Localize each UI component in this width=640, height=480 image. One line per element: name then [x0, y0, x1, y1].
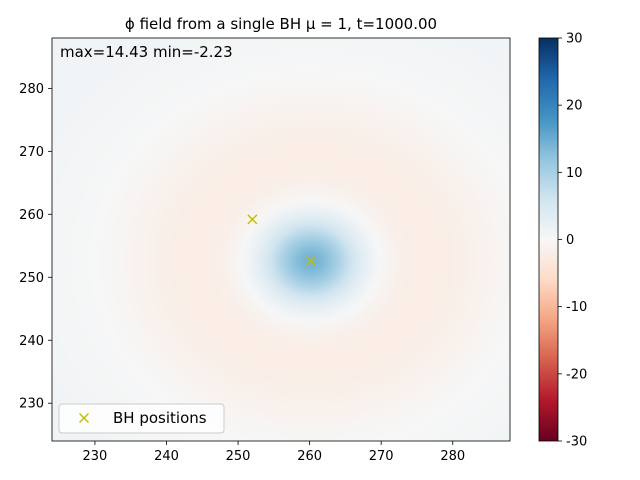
y-tick-label: 250	[19, 271, 44, 286]
y-tick-label: 260	[19, 208, 44, 223]
legend-label: BH positions	[113, 409, 207, 427]
legend-box	[58, 403, 225, 434]
x-tick-label: 240	[154, 449, 179, 464]
bh-position-marker	[247, 214, 258, 225]
bh-markers	[247, 214, 317, 266]
y-tick-label: 230	[19, 397, 44, 412]
max-min-annotation: max=14.43 min=-2.23	[60, 43, 233, 61]
x-tick-label: 260	[297, 449, 322, 464]
x-tick-label: 230	[83, 449, 108, 464]
colorbar-ticks: -30 -20 -10 0 10 20 30	[558, 32, 587, 450]
x-axis: 230 240 250 260 270 280	[83, 441, 465, 464]
legend-marker-x	[79, 413, 89, 423]
legend-x-marker	[79, 413, 89, 423]
y-tick-label: 280	[19, 82, 44, 97]
colorbar-tick-label: 30	[566, 32, 583, 47]
legend: BH positions	[58, 403, 225, 434]
x-tick-label: 250	[226, 449, 251, 464]
colorbar-tick-label: -10	[566, 300, 587, 315]
colorbar-tick-label: 20	[566, 99, 583, 114]
colorbar-tick-label: 10	[566, 166, 583, 181]
colorbar: -30 -20 -10 0 10 20 30	[538, 32, 587, 450]
x-tick-label: 280	[440, 449, 465, 464]
colorbar-gradient	[538, 37, 559, 442]
plot-frame	[51, 37, 511, 442]
heatmap-field	[52, 38, 510, 441]
x-tick-label: 270	[369, 449, 394, 464]
heatmap-plot-area	[51, 37, 511, 442]
colorbar-tick-label: 0	[566, 233, 574, 248]
colorbar-tick-label: -30	[566, 435, 587, 450]
colorbar-tick-label: -20	[566, 367, 587, 382]
y-tick-label: 240	[19, 334, 44, 349]
y-tick-label: 270	[19, 145, 44, 160]
bh-position-marker	[306, 255, 317, 266]
y-axis: 230 240 250 260 270 280	[19, 82, 52, 412]
chart-title: ϕ field from a single BH μ = 1, t=1000.0…	[125, 15, 437, 33]
